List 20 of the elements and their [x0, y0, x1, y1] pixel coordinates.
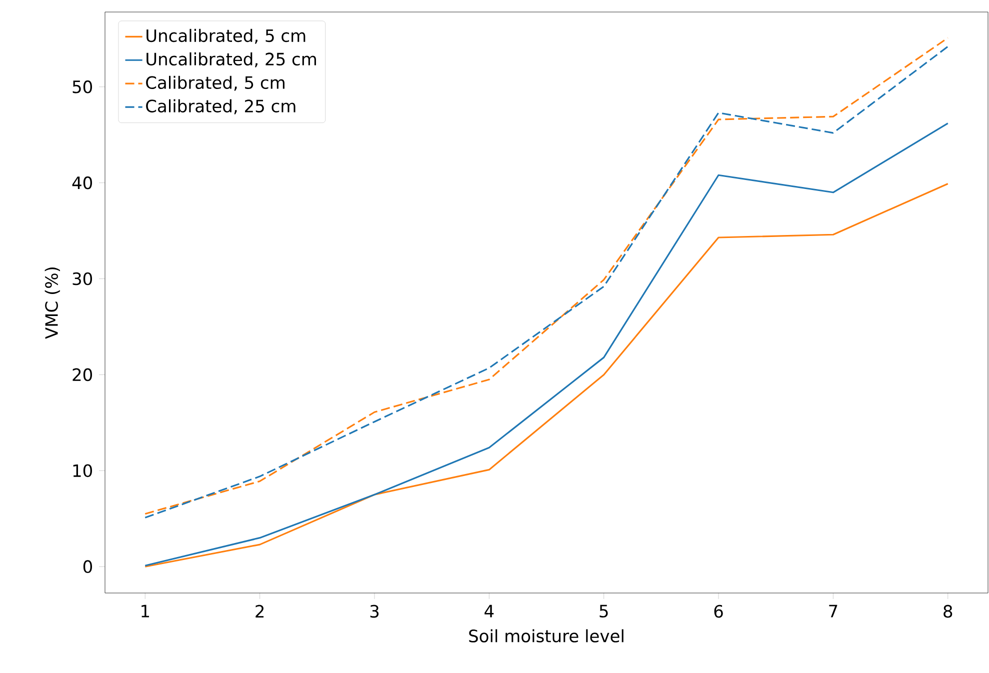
- x-tick-label: 4: [484, 604, 494, 618]
- y-tick-label: 40: [72, 176, 92, 190]
- y-tick-label: 10: [73, 464, 92, 478]
- x-tick-label: 8: [944, 604, 952, 618]
- x-tick-label: 1: [142, 604, 149, 618]
- x-tick-label: 6: [714, 604, 723, 618]
- y-axis-title: VMC (%): [44, 267, 60, 339]
- y-tick-label: 20: [72, 368, 92, 382]
- legend-label: Calibrated, 25 cm: [146, 99, 296, 114]
- x-axis-title: Soil moisture level: [469, 629, 624, 642]
- legend-label: Uncalibrated, 25 cm: [146, 52, 316, 68]
- x-tick-label: 5: [600, 604, 608, 618]
- x-tick-label: 3: [370, 604, 379, 618]
- legend-label: Calibrated, 5 cm: [146, 76, 284, 91]
- y-tick-label: 50: [72, 80, 92, 94]
- y-tick-label: 30: [72, 272, 92, 286]
- x-tick-label: 2: [256, 604, 264, 618]
- legend-label: Uncalibrated, 5 cm: [146, 28, 306, 44]
- y-tick-label: 0: [83, 560, 92, 574]
- x-tick-label: 7: [829, 604, 838, 618]
